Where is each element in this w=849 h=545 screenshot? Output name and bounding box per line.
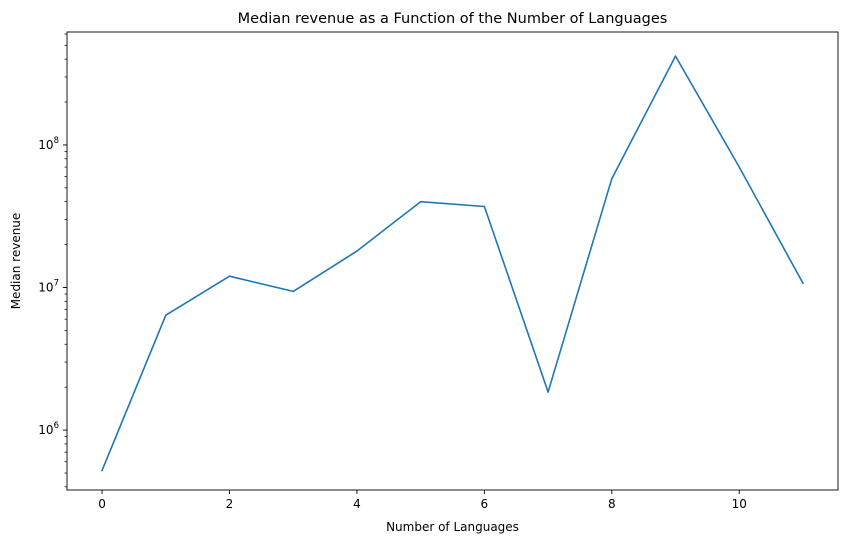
y-tick-label: 108 xyxy=(38,136,59,152)
data-point xyxy=(292,290,295,293)
x-tick-label: 6 xyxy=(481,497,489,511)
data-point xyxy=(164,314,167,316)
data-point xyxy=(356,250,358,252)
y-tick-label: 106 xyxy=(38,421,59,437)
data-point xyxy=(101,469,103,472)
x-tick-label: 10 xyxy=(732,497,747,511)
y-tick-label: 107 xyxy=(38,279,59,295)
data-point xyxy=(738,166,741,168)
x-tick-label: 0 xyxy=(98,497,106,511)
data-point xyxy=(547,391,549,393)
data-point xyxy=(228,275,231,278)
data-point xyxy=(802,282,804,285)
x-axis-label: Number of Languages xyxy=(386,520,519,534)
x-tick-label: 8 xyxy=(608,497,616,511)
x-tick-label: 2 xyxy=(226,497,234,511)
plot-frame xyxy=(66,31,839,491)
y-axis: 106 107 108 xyxy=(38,33,67,488)
data-point xyxy=(610,177,613,180)
plot-area xyxy=(66,31,839,491)
data-point xyxy=(674,55,677,57)
chart-title: Median revenue as a Function of the Numb… xyxy=(238,11,668,27)
y-axis-label: Median revenue xyxy=(9,213,23,310)
data-point xyxy=(483,205,486,208)
x-axis: 0 2 4 6 8 10 xyxy=(98,490,747,511)
series-line xyxy=(101,55,804,471)
data-point xyxy=(419,200,422,203)
x-tick-label: 4 xyxy=(353,497,361,511)
series-layer xyxy=(101,55,804,472)
